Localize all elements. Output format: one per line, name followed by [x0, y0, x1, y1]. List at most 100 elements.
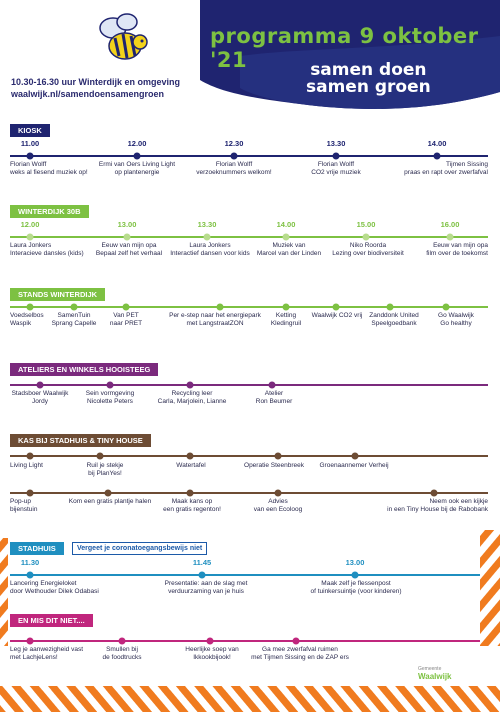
page-title: programma 9 oktober '21: [210, 24, 479, 72]
slogan-line-1: samen doen: [310, 60, 427, 80]
timeline-dot: [230, 152, 238, 160]
kas-label: Pop-up bijenstuin: [10, 498, 38, 513]
timeline-dot: [186, 381, 194, 389]
timeline-dot: [36, 381, 44, 389]
timeline-dot: [186, 489, 194, 497]
logo-text: Waalwijk: [418, 672, 452, 681]
section-kas: KAS BIJ STADHUIS & TINY HOUSE Living Lig…: [10, 434, 488, 520]
stand-label: Voedselbos Waspik: [10, 312, 44, 327]
timeline-dot: [332, 152, 340, 160]
time-label: 13.30: [326, 139, 346, 148]
time-label: 13.00: [345, 558, 365, 567]
activity-label: Heerlijke soep van Ikkookbijook!: [185, 646, 239, 661]
time-label: 15.00: [356, 220, 376, 229]
time-label: 12.30: [224, 139, 244, 148]
activity-label: Maak zelf je flessenpost of tuinkersuintj…: [310, 580, 402, 595]
timeline-dot: [442, 303, 450, 311]
timeline: [10, 574, 480, 576]
section-title: KIOSK: [10, 124, 50, 137]
stand-label: Ketting Kledingruil: [270, 312, 302, 327]
section-mis-dit-niet: EN MIS DIT NIET.... Leg je aanwezigheid …: [10, 614, 488, 664]
event-website[interactable]: waalwijk.nl/samendoensamengroen: [11, 89, 165, 99]
timeline: [10, 236, 488, 238]
slogan-line-2: samen groen: [306, 77, 431, 97]
timeline-dot: [26, 303, 34, 311]
event-time-location: 10.30-16.30 uur Winterdijk en omgeving: [11, 77, 180, 87]
activity-label: Ga mee zwerfafval ruimen met Tijmen Sissi…: [251, 646, 349, 661]
timeline-dot: [282, 303, 290, 311]
activity-label: Niko Roorda Lezing over biodiversiteit: [332, 242, 404, 257]
section-kiosk: KIOSK 11.00 12.00 12.30 13.30 14.00 Flor…: [10, 124, 488, 184]
bee-illustration: [95, 12, 155, 73]
timeline-dot: [203, 233, 211, 241]
activity-label: Laura Jonkers Interacieve dansles (kids): [10, 242, 84, 257]
stand-label: Van PET naar PRET: [109, 312, 143, 327]
municipality-logo: Gemeente Waalwijk: [418, 666, 452, 681]
kas-label: Living Light: [10, 462, 43, 469]
timeline-dot: [26, 489, 34, 497]
timeline-dot: [332, 303, 340, 311]
timeline-dot: [351, 452, 359, 460]
activity-label: Florian Wolff weks al fiesend muziek op!: [10, 161, 88, 176]
timeline-dot: [268, 381, 276, 389]
activity-label: Presentatie: aan de slag met verduurzamin…: [164, 580, 248, 595]
corona-notice: Vergeet je coronatoegangsbewijs niet: [72, 542, 208, 555]
timeline-dot: [198, 571, 206, 579]
timeline-top: [10, 455, 488, 457]
atelier-label: Atelier Ron Beumer: [255, 390, 293, 405]
atelier-label: Stadsboer Waalwijk Jordy: [11, 390, 69, 405]
timeline-dot: [118, 637, 126, 645]
stand-label: Waalwijk CO2 vrij: [311, 312, 363, 319]
timeline-dot: [433, 152, 441, 160]
time-label: 11.30: [20, 558, 40, 567]
section-ateliers: ATELIERS EN WINKELS HOOISTEEG Stadsboer …: [10, 363, 488, 411]
timeline-dot: [104, 489, 112, 497]
timeline: [10, 384, 488, 386]
activity-label: Smullen bij de foodtrucks: [102, 646, 142, 661]
timeline-dot: [386, 303, 394, 311]
timeline-dot: [26, 571, 34, 579]
timeline-dot: [446, 233, 454, 241]
time-label: 11.00: [20, 139, 40, 148]
time-label: 13.00: [117, 220, 137, 229]
activity-label: Ermi van Oers Living Light op plantenergi…: [98, 161, 176, 176]
stand-label: Zanddonk United Speelgoedbank: [369, 312, 419, 327]
kas-label: Ruil je stekje bij PlanYes!: [86, 462, 124, 477]
section-title: WINTERDIJK 30B: [10, 205, 89, 218]
timeline-dot: [186, 452, 194, 460]
timeline-dot: [362, 233, 370, 241]
event-info: 10.30-16.30 uur Winterdijk en omgeving w…: [11, 76, 180, 100]
section-stands: STANDS WINTERDIJK Voedselbos Waspik Samen…: [10, 288, 488, 333]
activity-label: Laura Jonkers Interactief dansen voor kid…: [170, 242, 250, 257]
timeline-dot: [351, 571, 359, 579]
stand-label: Go Waalwijk Go healthy: [438, 312, 474, 327]
atelier-label: Recycling leer Carla, Marjolein, Lianne: [157, 390, 227, 405]
time-label: 14.00: [427, 139, 447, 148]
timeline-dot: [26, 233, 34, 241]
time-label: 12.00: [127, 139, 147, 148]
atelier-label: Sein vormgeving Nicolette Peters: [85, 390, 135, 405]
timeline-dot: [216, 303, 224, 311]
activity-label: Florian Wolff CO2 vrije muziek: [311, 161, 361, 176]
section-title: KAS BIJ STADHUIS & TINY HOUSE: [10, 434, 151, 447]
timeline-dot: [206, 637, 214, 645]
timeline-dot: [274, 489, 282, 497]
logo-small-text: Gemeente: [418, 666, 442, 672]
timeline-dot: [26, 152, 34, 160]
timeline-dot: [292, 637, 300, 645]
timeline-dot: [26, 637, 34, 645]
timeline: [10, 640, 480, 642]
kas-label: Watertafel: [176, 462, 206, 469]
activity-label: Florian Wolff verzoeknummers welkom!: [196, 161, 272, 176]
time-label: 16.00: [440, 220, 460, 229]
timeline: [10, 155, 488, 157]
time-label: 13.30: [197, 220, 217, 229]
activity-label: Lancering Energieloket door Wethouder Dil…: [10, 580, 99, 595]
time-label: 14.00: [276, 220, 296, 229]
activity-label: Eeuw van mijn opa film over de toekomst: [426, 242, 488, 257]
section-title: STANDS WINTERDIJK: [10, 288, 106, 301]
diagonal-stripes-decoration: [0, 530, 500, 712]
kas-label: Kom een gratis plantje halen: [68, 498, 152, 505]
timeline: [10, 306, 488, 308]
kas-label: Advies van een Ecoloog: [253, 498, 303, 513]
